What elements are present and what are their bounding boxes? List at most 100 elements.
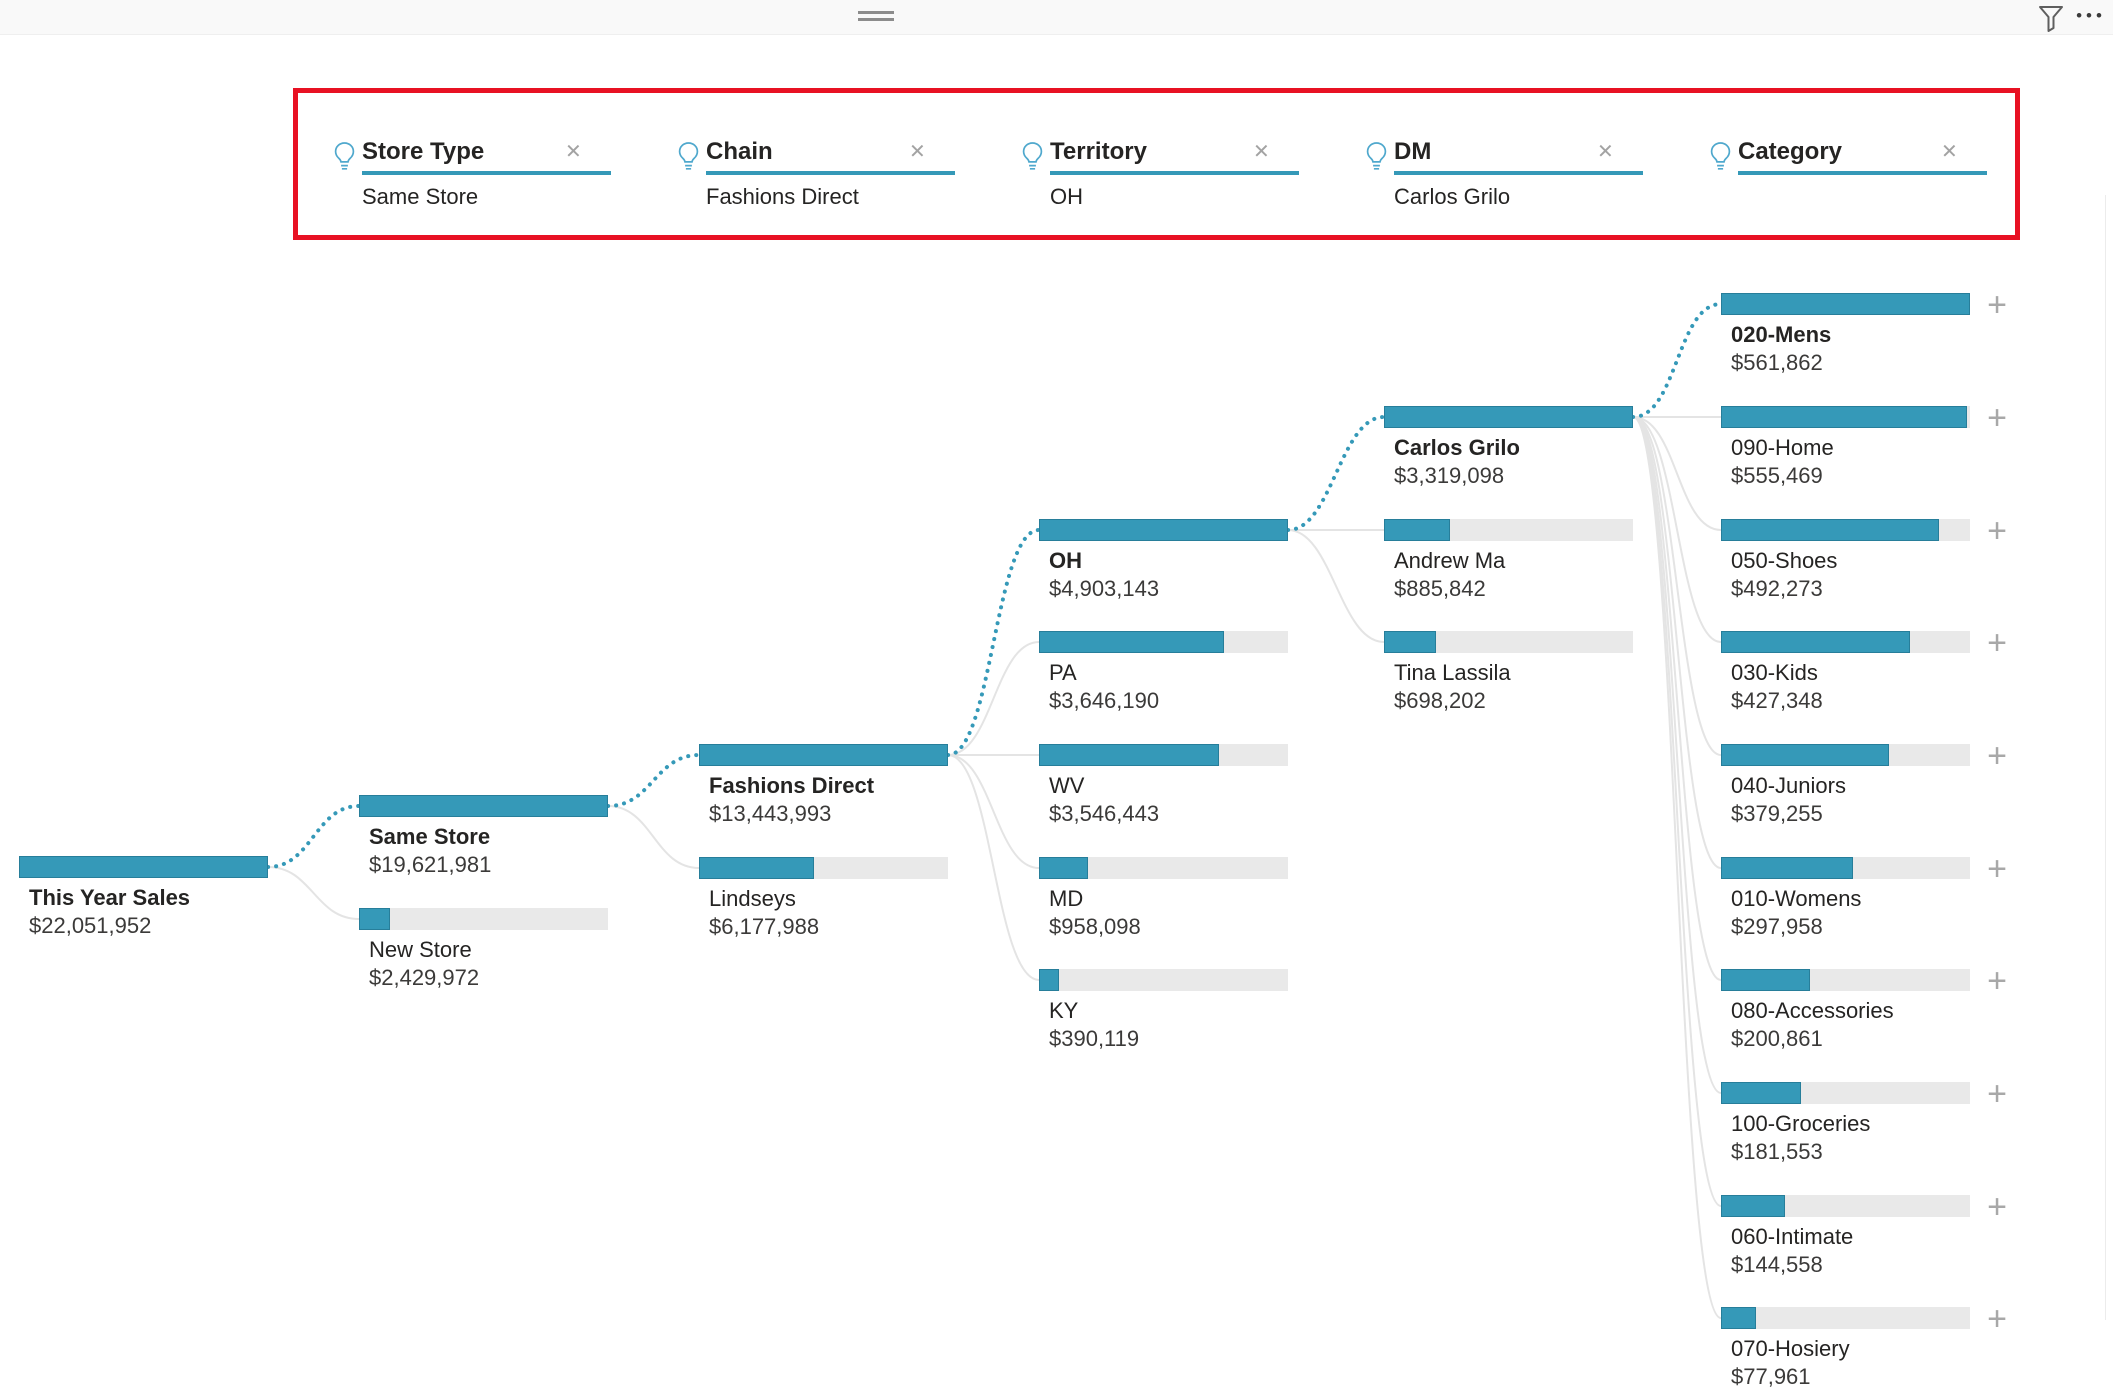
filter-remove-icon[interactable]: ✕ [565,141,582,163]
connector [1632,416,1722,756]
connector [947,641,1040,756]
expand-icon[interactable]: + [1987,1188,2007,1226]
bulb-icon [678,142,699,170]
connector [1632,416,1722,1094]
node-bar[interactable] [1721,969,1970,991]
node-bar-fill [1721,293,1970,315]
node-bar[interactable] [1721,293,1970,315]
node-bar[interactable] [19,856,268,878]
node-label: This Year Sales [29,885,191,910]
filter-pill-dm: DM ✕ Carlos Grilo [1365,138,1665,218]
expand-icon[interactable]: + [1987,1300,2007,1338]
expand-icon[interactable]: + [1987,737,2007,775]
visual-header-bar: ••• [0,0,2113,35]
node-bar[interactable] [1721,631,1970,653]
selected-path-connector [946,528,1041,757]
node-bar[interactable] [1039,519,1288,541]
node-label: 020-Mens [1731,322,1832,347]
node-bar-fill [699,744,948,766]
more-options-icon[interactable]: ••• [2076,6,2106,25]
filter-remove-icon[interactable]: ✕ [1941,141,1958,163]
node-value: $555,469 [1731,463,1823,488]
filter-pill-category: Category ✕ [1709,138,2009,218]
expand-icon[interactable]: + [1987,512,2007,550]
node-label: Andrew Ma [1394,548,1506,573]
node-bar-fill [1721,857,1853,879]
node-value: $3,546,443 [1049,801,1160,826]
filter-value: OH [1050,184,1083,209]
node-bar-fill [1039,631,1224,653]
node-bar[interactable] [1721,1195,1970,1217]
filter-underline [362,171,611,175]
node-bar-fill [1384,631,1436,653]
node-value: $561,862 [1731,350,1823,375]
node-bar[interactable] [1384,631,1633,653]
filter-field-label: Category [1738,138,1843,165]
node-bar[interactable] [359,795,608,817]
node-bar[interactable] [699,857,948,879]
node-bar-fill [1384,406,1633,428]
node-bar[interactable] [1721,406,1970,428]
node-label: 090-Home [1731,435,1834,460]
filter-remove-icon[interactable]: ✕ [1597,141,1614,163]
node-bar[interactable] [1721,519,1970,541]
node-bar-fill [1039,519,1288,541]
drag-handle-icon[interactable] [858,11,894,21]
node-label: 040-Juniors [1731,773,1846,798]
node-bar-fill [1721,631,1910,653]
node-value: $3,319,098 [1394,463,1505,488]
expand-icon[interactable]: + [1987,399,2007,437]
node-value: $698,202 [1394,688,1486,713]
node-bar-fill [359,795,608,817]
node-bar[interactable] [1721,1082,1970,1104]
filter-remove-icon[interactable]: ✕ [909,141,926,163]
bulb-icon [334,142,355,170]
node-bar[interactable] [1039,744,1288,766]
connector [1632,416,1722,643]
filter-value: Same Store [362,184,479,209]
selected-path-connector [266,804,361,869]
node-value: $77,961 [1731,1364,1811,1389]
node-value: $379,255 [1731,801,1823,826]
node-bar[interactable] [1721,744,1970,766]
filter-field-label: Chain [706,138,773,165]
node-value: $2,429,972 [369,965,480,990]
filter-underline [1050,171,1299,175]
node-bar[interactable] [699,744,948,766]
bulb-icon [1710,142,1731,170]
node-label: KY [1049,998,1079,1023]
node-bar[interactable] [1384,519,1633,541]
node-bar[interactable] [1384,406,1633,428]
filter-remove-icon[interactable]: ✕ [1253,141,1270,163]
node-value: $144,558 [1731,1252,1823,1277]
filter-underline [1738,171,1987,175]
node-bar[interactable] [1039,631,1288,653]
node-bar-fill [1721,969,1810,991]
node-bar[interactable] [1721,857,1970,879]
node-label: New Store [369,937,472,962]
node-bar[interactable] [1039,969,1288,991]
connector [1632,416,1722,981]
expand-icon[interactable]: + [1987,850,2007,888]
node-value: $4,903,143 [1049,576,1160,601]
filter-icon[interactable] [2036,3,2066,33]
node-bar-fill [1721,1195,1785,1217]
expand-icon[interactable]: + [1987,962,2007,1000]
expand-icon[interactable]: + [1987,286,2007,324]
connector [267,866,360,920]
expand-icon[interactable]: + [1987,1075,2007,1113]
node-bar[interactable] [1039,857,1288,879]
node-value: $390,119 [1049,1026,1140,1051]
connector [947,754,1040,869]
node-label: 080-Accessories [1731,998,1894,1023]
node-value: $297,958 [1731,914,1823,939]
node-bar[interactable] [1721,1307,1970,1329]
node-label: Same Store [369,824,491,849]
node-label: 030-Kids [1731,660,1818,685]
filter-field-label: Store Type [362,138,485,165]
node-value: $885,842 [1394,576,1486,601]
expand-icon[interactable]: + [1987,624,2007,662]
node-bar[interactable] [359,908,608,930]
filter-underline [706,171,955,175]
